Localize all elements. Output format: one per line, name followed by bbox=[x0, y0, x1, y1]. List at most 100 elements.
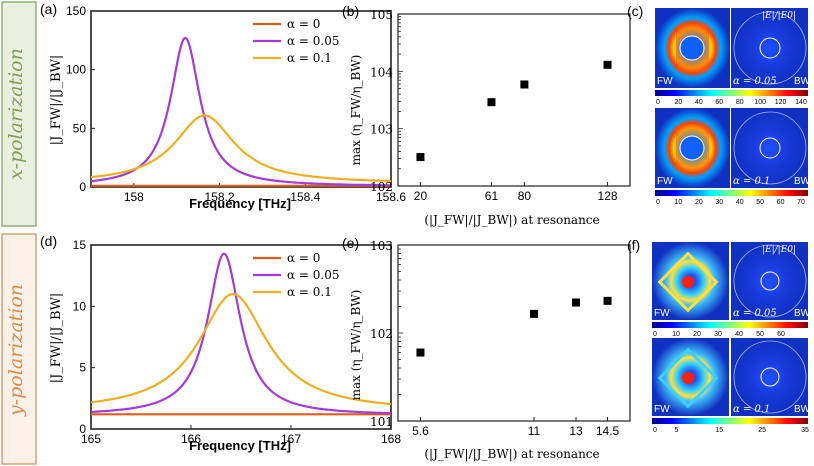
chart-d-ytick-label-1: 5 bbox=[79, 361, 86, 375]
chart-b-ytick-label-2: 104 bbox=[370, 65, 393, 79]
chart-d-xlabel: Frequency [THz] bbox=[189, 438, 291, 453]
chart-a-legend-label-0: α = 0 bbox=[287, 17, 320, 31]
chart-e-frame bbox=[397, 244, 631, 422]
f-bw-core-top bbox=[760, 271, 780, 291]
chart-d-ytick-label-3: 15 bbox=[73, 238, 87, 252]
chart-d-xtick-label-2: 167 bbox=[281, 432, 301, 446]
c-fw-label-top: FW bbox=[657, 76, 673, 87]
row-y-band bbox=[1, 233, 37, 465]
chart-b-xlabel: (|J_FW|/|J_BW|) at resonance bbox=[424, 213, 599, 227]
cb-c-top-label-3: 60 bbox=[715, 99, 723, 106]
f-bw-ring-top bbox=[733, 244, 807, 318]
chart-b-point-1 bbox=[487, 98, 496, 107]
cb-c-top-label-6: 120 bbox=[775, 99, 787, 106]
c-ratio-label: |E|/|E0| bbox=[762, 11, 796, 21]
chart-a-ytick-label-3: 150 bbox=[66, 4, 86, 18]
f-bw-ring-bottom bbox=[733, 340, 807, 414]
f-fw-label-bottom: FW bbox=[654, 404, 670, 415]
f-colorbar-top-ticks: 0 10 20 30 40 50 60 bbox=[653, 331, 785, 338]
chart-a-ylabel-text: |J_FW|/|J_BW| bbox=[49, 55, 64, 146]
chart-e-point-3 bbox=[603, 296, 612, 305]
cb-c-bottom-label-1: 10 bbox=[675, 199, 683, 206]
chart-a-series-1 bbox=[90, 36, 391, 187]
f-fw-diamond-top bbox=[657, 251, 719, 313]
cb-f-bottom-label-3: 25 bbox=[758, 427, 766, 434]
row-x-label: x-polarization bbox=[5, 48, 27, 180]
c-bw-map-top bbox=[731, 8, 808, 88]
cb-c-bottom-label-6: 60 bbox=[777, 199, 785, 206]
cb-c-top-label-1: 20 bbox=[675, 99, 683, 106]
chart-e-point-0 bbox=[416, 348, 425, 357]
row-x-band bbox=[1, 1, 37, 227]
f-ratio-label: |E|/|E0| bbox=[762, 245, 796, 255]
cb-c-bottom-label-7: 70 bbox=[797, 199, 805, 206]
cb-f-bottom-label-4: 35 bbox=[801, 427, 809, 434]
c-colorbar-bottom bbox=[655, 190, 808, 196]
chart-a-ytick-label-2: 100 bbox=[66, 63, 86, 77]
panel-c-maps: |E|/|E0| FW α = 0.05 BW 0 20 40 60 80 100 120 1… bbox=[655, 8, 811, 206]
chart-a-legend-label-2: α = 0.1 bbox=[287, 51, 332, 65]
panel-c-label: (c) bbox=[627, 3, 643, 19]
chart-a-xtick-label-3: 158.6 bbox=[376, 190, 406, 204]
c-bw-map-bottom bbox=[731, 108, 808, 188]
chart-d-ytick-label-0: 0 bbox=[79, 422, 86, 436]
panel-f-label: (f) bbox=[627, 237, 640, 253]
f-colorbar-bottom-ticks: 0 5 15 25 35 bbox=[653, 427, 809, 434]
chart-d-xtick-label-3: 168 bbox=[381, 432, 401, 446]
chart-e-xlabel: (|J_FW|/|J_BW|) at resonance bbox=[424, 447, 599, 461]
chart-a-ytick-label-1: 50 bbox=[73, 121, 87, 135]
f-bw-core-bottom bbox=[760, 367, 780, 387]
c-bw-ring-bottom bbox=[733, 111, 807, 185]
chart-b-frame bbox=[397, 13, 631, 187]
chart-a-xtick-label-1: 158.2 bbox=[205, 190, 235, 204]
chart-d-ytick-label-2: 10 bbox=[73, 299, 87, 313]
f-fw-core-bottom bbox=[682, 372, 694, 384]
cb-f-top-label-4: 40 bbox=[735, 331, 743, 338]
panel-e-label: (e) bbox=[342, 235, 359, 251]
chart-e-xtick-label-2: 13 bbox=[569, 424, 583, 438]
c-bw-core-bottom bbox=[759, 137, 781, 159]
chart-b-ytick-label-1: 103 bbox=[370, 123, 393, 137]
cb-c-bottom-label-2: 20 bbox=[695, 199, 703, 206]
chart-a-xtick-label-2: 158.4 bbox=[290, 190, 320, 204]
c-colorbar-top bbox=[655, 90, 808, 96]
cb-c-bottom-label-4: 40 bbox=[736, 199, 744, 206]
cb-c-bottom-label-3: 30 bbox=[715, 199, 723, 206]
row-y-label: y-polarization bbox=[5, 284, 27, 417]
c-alpha-top: α = 0.05 bbox=[733, 76, 777, 87]
chart-d-ylabel: |J_FW|/|J_BW| bbox=[49, 293, 64, 384]
chart-a-xlabel: Frequency [THz] bbox=[189, 196, 291, 211]
chart-d-ylabel-text: |J_FW|/|J_BW| bbox=[49, 293, 64, 384]
f-alpha-top: α = 0.05 bbox=[733, 308, 777, 319]
chart-a-xtick-label-0: 158 bbox=[124, 190, 144, 204]
chart-b-ylabel-text: max (η_FW/η_BW) bbox=[349, 55, 363, 166]
cb-f-top-label-1: 10 bbox=[672, 331, 680, 338]
chart-d-series-1 bbox=[91, 252, 391, 415]
c-fw-core-top bbox=[679, 35, 705, 61]
chart-e-ytick-label-1: 102 bbox=[370, 327, 393, 341]
c-alpha-bottom: α = 0.1 bbox=[733, 176, 770, 187]
chart-e-ylabel: max (η_FW/η_BW) bbox=[349, 290, 363, 401]
chart-a-frame bbox=[90, 10, 392, 188]
panel-f-maps: |E|/|E0| FW α = 0.05 BW 0 10 20 30 40 50 60 FW… bbox=[652, 242, 811, 434]
chart-e-point-1 bbox=[529, 309, 538, 318]
chart-b-xtick-label-3: 128 bbox=[598, 189, 618, 203]
chart-e-ytick-label-0: 101 bbox=[370, 415, 393, 429]
cb-f-bottom-label-1: 5 bbox=[674, 427, 678, 434]
chart-e-xtick-label-0: 5.6 bbox=[412, 424, 429, 438]
c-fw-label-bottom: FW bbox=[657, 176, 673, 187]
chart-a-ytick-label-0: 0 bbox=[79, 180, 86, 194]
chart-d-legend-label-2: α = 0.1 bbox=[287, 285, 332, 299]
cb-f-bottom-label-2: 15 bbox=[715, 427, 723, 434]
cb-c-top-label-0: 0 bbox=[656, 99, 660, 106]
chart-b-ytick-label-0: 102 bbox=[370, 180, 393, 194]
chart-b-point-2 bbox=[520, 80, 529, 89]
cb-c-top-label-5: 100 bbox=[754, 99, 766, 106]
chart-d-xtick-label-1: 166 bbox=[181, 432, 201, 446]
c-colorbar-bottom-ticks: 0 10 20 30 40 50 60 70 bbox=[656, 199, 805, 206]
f-fw-core-top bbox=[682, 276, 694, 288]
cb-c-top-label-2: 40 bbox=[695, 99, 703, 106]
chart-b: 102 103 104 105 20 61 80 128 bbox=[370, 8, 631, 203]
chart-a-legend-label-1: α = 0.05 bbox=[287, 34, 340, 48]
chart-d: 165 166 167 168 0 5 10 15 α = 0 α = 0.05 α = 0.1 bbox=[73, 238, 402, 446]
